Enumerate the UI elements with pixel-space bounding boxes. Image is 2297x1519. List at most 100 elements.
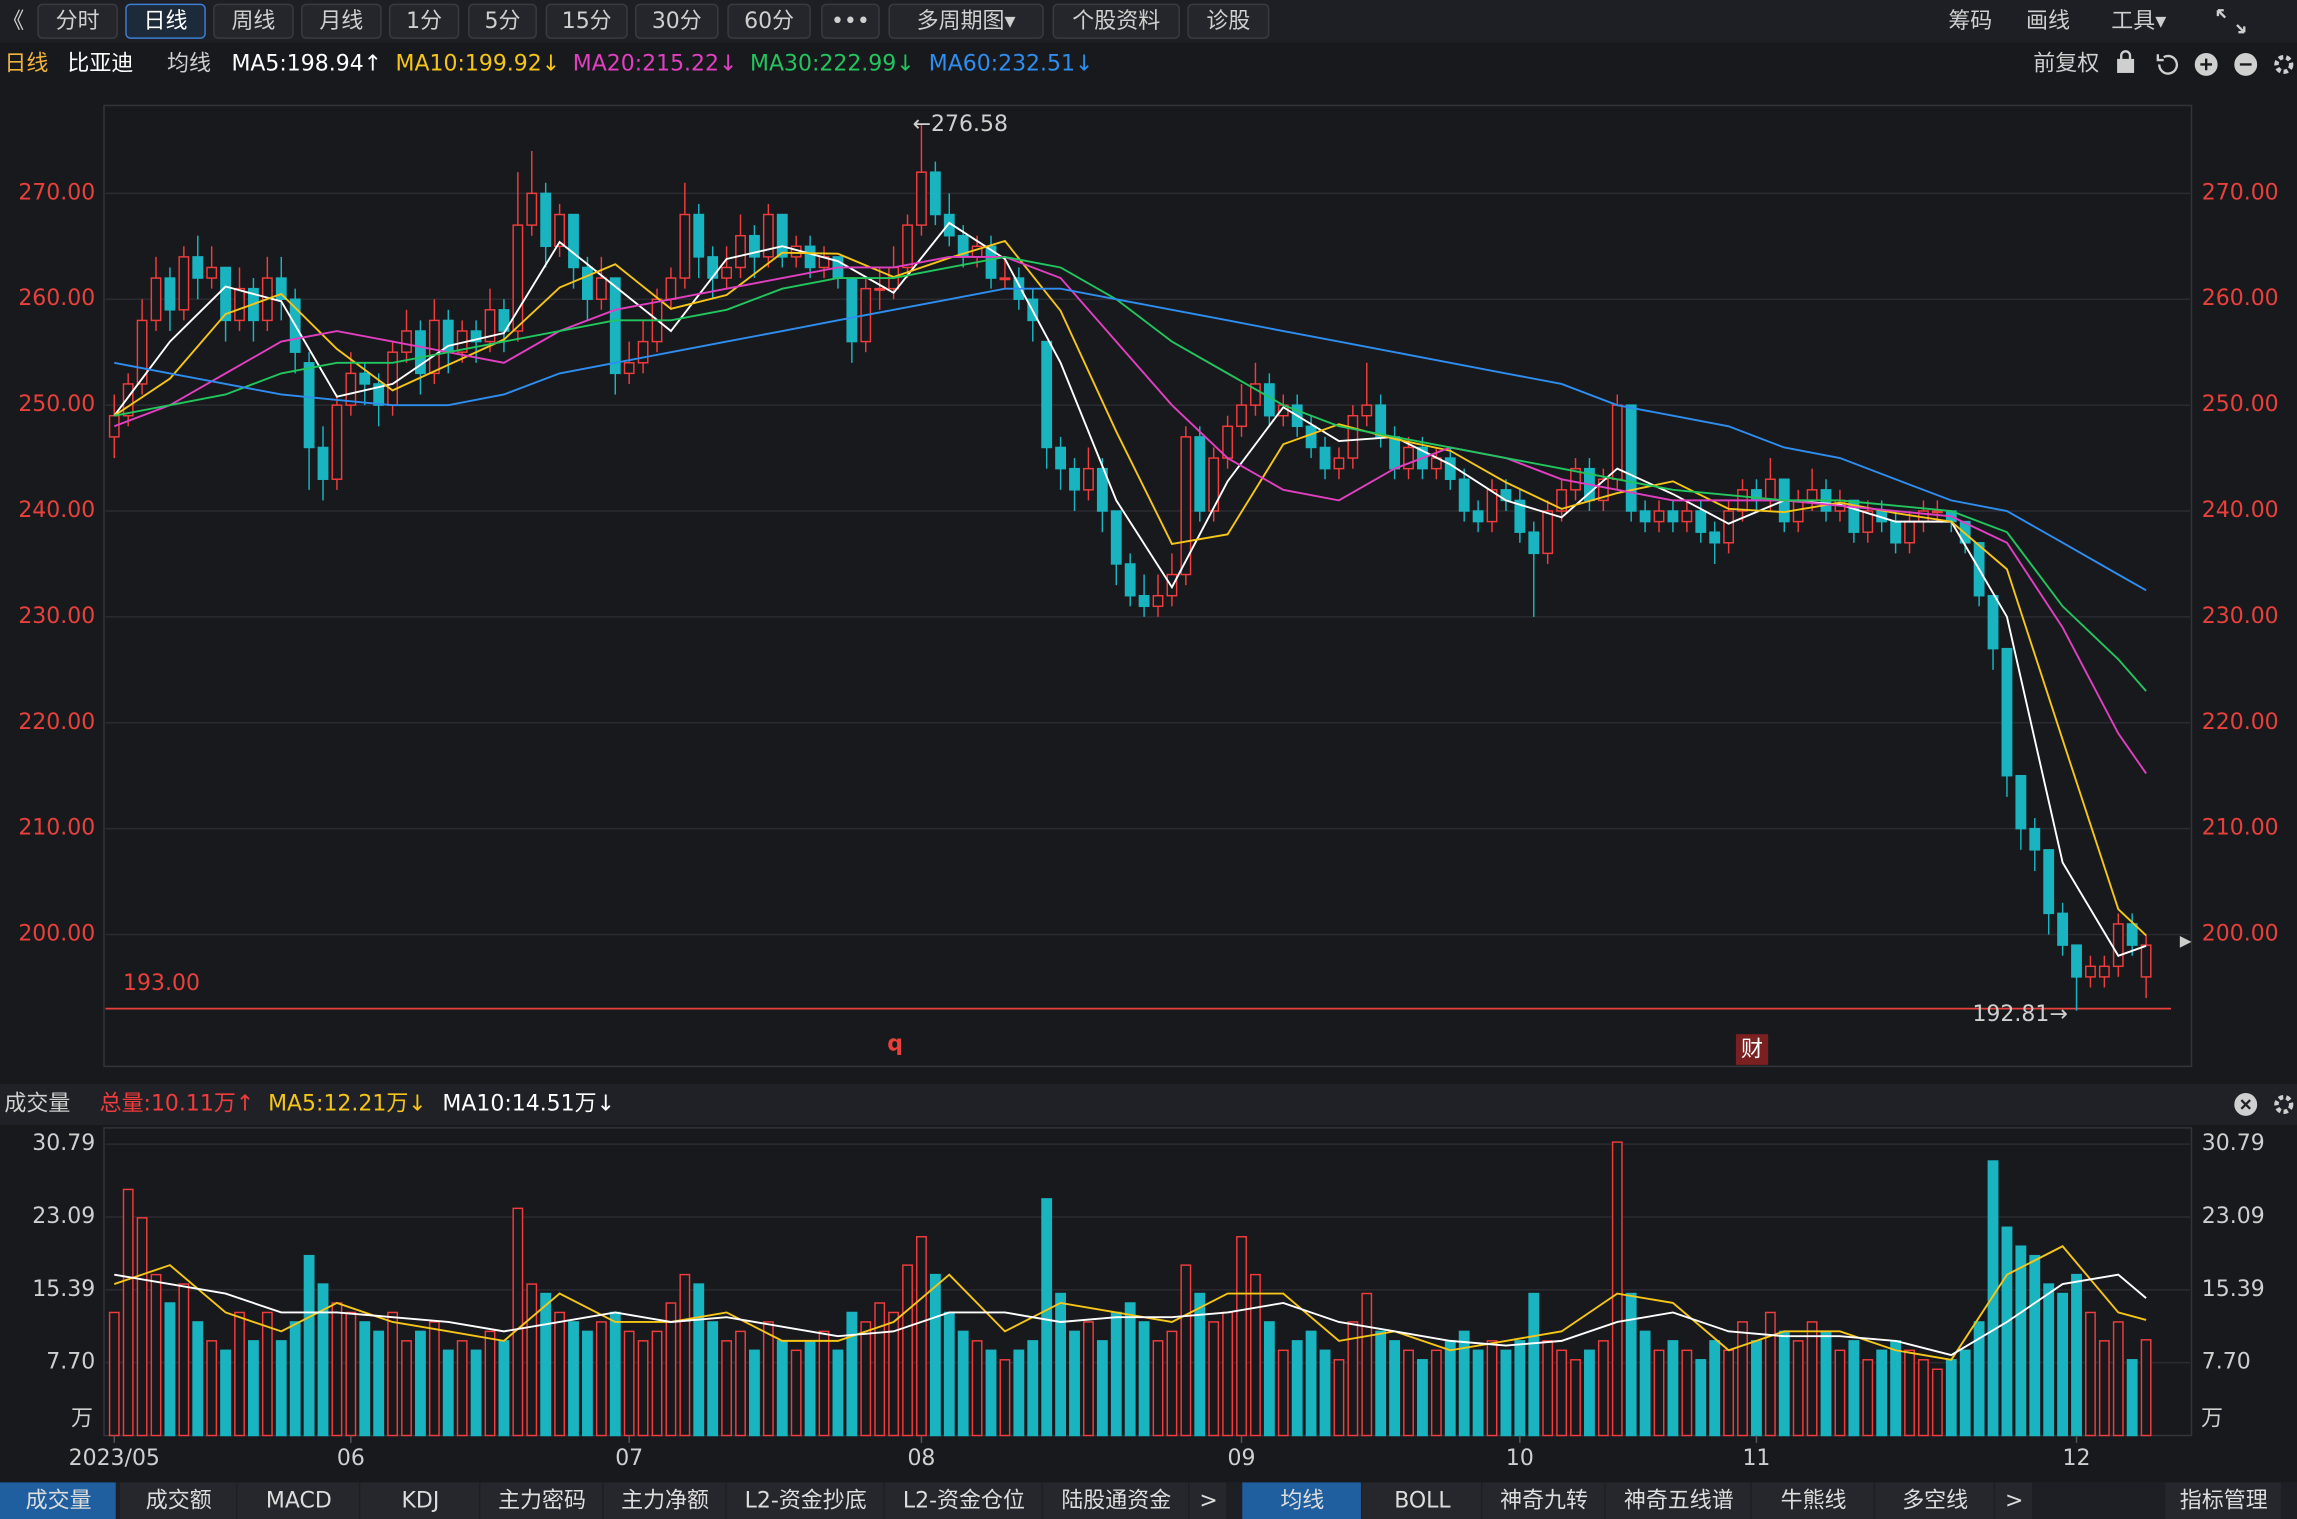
toolbar-button[interactable] (468, 3, 537, 39)
toolbar-button[interactable] (37, 3, 118, 39)
tab[interactable] (0, 1482, 116, 1519)
volume-bar (1319, 1349, 1331, 1437)
candle-body (1124, 563, 1136, 597)
tab-label[interactable]: 神奇九转 (1500, 1488, 1588, 1513)
volume-bar (303, 1254, 315, 1437)
candle-body (1528, 531, 1540, 555)
volume-bar (1361, 1292, 1373, 1437)
volume-bar (1778, 1330, 1790, 1437)
tab[interactable] (480, 1482, 603, 1519)
candle-body (1069, 467, 1080, 491)
tab-label[interactable]: 多空线 (1902, 1488, 1968, 1513)
tab[interactable] (360, 1482, 480, 1519)
lock-icon[interactable] (2117, 58, 2135, 73)
tab[interactable] (120, 1482, 236, 1519)
tab[interactable] (1605, 1482, 1751, 1519)
tab-label[interactable]: 成交量 (26, 1488, 92, 1513)
tab-label[interactable]: BOLL (1394, 1488, 1451, 1513)
toolbar-button[interactable] (213, 3, 294, 39)
toolbar-button[interactable] (1052, 3, 1180, 39)
tab-label[interactable]: 牛熊线 (1781, 1488, 1847, 1513)
candle-body (220, 266, 232, 322)
tab-label[interactable]: 主力密码 (498, 1488, 586, 1513)
candle-body (1208, 457, 1220, 512)
toolbar-label[interactable]: 工具▾ (2111, 9, 2166, 34)
tab-label[interactable]: 神奇五线谱 (1624, 1488, 1734, 1513)
toolbar-label[interactable]: 画线 (2026, 9, 2070, 34)
toolbar-label[interactable]: 15分 (562, 9, 612, 34)
volume-bar (1096, 1340, 1108, 1437)
toolbar-label[interactable]: 诊股 (1206, 9, 1250, 34)
tab-label[interactable]: 成交额 (146, 1488, 212, 1513)
toolbar-label[interactable]: ••• (831, 9, 870, 34)
volume-bar (1472, 1349, 1484, 1437)
toolbar-label[interactable]: 筹码 (1948, 9, 1992, 34)
tab-label[interactable]: 均线 (1280, 1488, 1324, 1513)
toolbar-button[interactable] (1187, 3, 1270, 39)
toolbar-label[interactable]: 5分 (484, 9, 520, 34)
toolbar-label[interactable]: 30分 (652, 9, 702, 34)
toolbar-label[interactable]: 60分 (744, 9, 794, 34)
settings-icon[interactable] (2274, 1094, 2294, 1114)
candle-body (1055, 446, 1067, 470)
tab[interactable] (1362, 1482, 1482, 1519)
toolbar-label[interactable]: 多周期图▾ (917, 9, 1016, 34)
volume-bar (1820, 1330, 1832, 1437)
tab-label[interactable]: 陆股通资金 (1061, 1488, 1171, 1513)
volume-bar (1041, 1198, 1053, 1437)
x-tick-label: 06 (337, 1446, 365, 1471)
tab[interactable] (603, 1482, 726, 1519)
y-tick-label: 30.79 (32, 1131, 95, 1156)
tab[interactable] (1043, 1482, 1189, 1519)
tab-label[interactable]: L2-资金抄底 (745, 1488, 867, 1513)
toolbar-button[interactable] (888, 3, 1044, 39)
fullscreen-icon[interactable] (2216, 9, 2246, 34)
toolbar-button[interactable] (388, 3, 460, 39)
toolbar-label[interactable]: 月线 (319, 9, 363, 34)
volume-bar (1124, 1302, 1136, 1437)
tab[interactable] (2165, 1482, 2281, 1519)
candle-body (1333, 457, 1345, 470)
toolbar-label[interactable]: 1分 (406, 9, 442, 34)
settings-icon[interactable] (2274, 54, 2294, 74)
toolbar-label[interactable]: 日线 (144, 9, 188, 34)
volume-bar (206, 1340, 218, 1437)
toolbar-button[interactable] (545, 3, 628, 39)
tab-label[interactable]: L2-资金仓位 (903, 1488, 1025, 1513)
toolbar-label[interactable]: 个股资料 (1072, 9, 1160, 34)
toolbar-label[interactable]: 《 (2, 9, 24, 34)
ma-legend: MA60:232.51↓ (929, 51, 1094, 76)
tab-label[interactable]: MACD (266, 1488, 332, 1513)
tab[interactable] (1752, 1482, 1874, 1519)
volume-bar (1277, 1349, 1289, 1437)
volume-bar (818, 1330, 830, 1437)
tab[interactable] (1242, 1482, 1361, 1519)
event-marker[interactable]: q (887, 1031, 903, 1056)
toolbar-button[interactable] (821, 3, 880, 39)
tab[interactable] (1189, 1482, 1227, 1519)
tab[interactable] (1995, 1482, 2032, 1519)
toolbar-button[interactable] (125, 3, 206, 39)
tab[interactable] (726, 1482, 884, 1519)
candle-body (902, 224, 913, 269)
tab-label[interactable]: > (2005, 1488, 2023, 1513)
toolbar-button[interactable] (727, 3, 811, 39)
tab-label[interactable]: 指标管理 (2180, 1488, 2268, 1513)
undo-icon[interactable] (2156, 54, 2178, 75)
tab-label[interactable]: > (1199, 1488, 1217, 1513)
tab[interactable] (884, 1482, 1042, 1519)
tab[interactable] (1875, 1482, 1994, 1519)
toolbar-button[interactable] (301, 3, 382, 39)
toolbar-button[interactable] (635, 3, 719, 39)
volume-bar (484, 1330, 496, 1437)
volume-bar (1514, 1340, 1526, 1437)
tab[interactable] (237, 1482, 359, 1519)
candle-body (568, 213, 579, 269)
toolbar-label[interactable]: 分时 (56, 9, 100, 34)
tab[interactable] (1482, 1482, 1605, 1519)
event-marker[interactable]: 财 (1741, 1037, 1763, 1062)
tab-label[interactable]: 主力净额 (621, 1488, 709, 1513)
toolbar-label[interactable]: 周线 (231, 9, 275, 34)
tab-label[interactable]: KDJ (402, 1488, 440, 1513)
adjust-label[interactable]: 前复权 (2033, 51, 2099, 76)
